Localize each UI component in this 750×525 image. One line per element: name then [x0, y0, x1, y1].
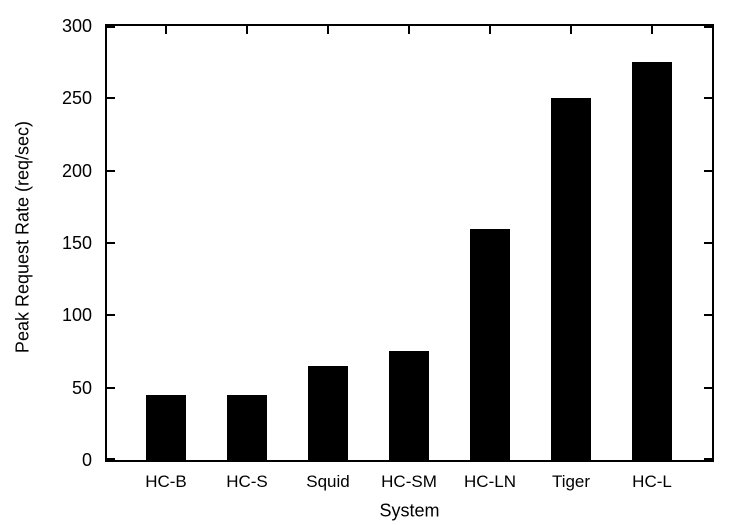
bar-hc-ln [470, 229, 510, 460]
y-axis-tick [704, 242, 712, 244]
x-axis-tick [570, 26, 572, 34]
y-axis-tick [107, 242, 115, 244]
x-axis-tick [651, 26, 653, 34]
x-axis-tick [489, 26, 491, 34]
x-tick-label: HC-LN [464, 472, 516, 491]
bar-hc-s [227, 395, 267, 460]
y-axis-tick [704, 387, 712, 389]
x-axis-tick [246, 26, 248, 34]
x-axis-title: System [379, 500, 440, 521]
y-axis-tick [107, 458, 115, 460]
x-axis-tick [408, 26, 410, 34]
bar-hc-sm [389, 351, 429, 460]
bar-hc-l [632, 62, 672, 460]
x-tick-label: HC-L [632, 472, 672, 491]
x-tick-label: Squid [306, 472, 350, 491]
x-tick-label: HC-B [145, 472, 187, 491]
y-axis-tick [704, 314, 712, 316]
y-axis-tick [107, 314, 115, 316]
y-axis-tick [107, 387, 115, 389]
y-tick-label: 100 [61, 305, 92, 325]
y-tick-label: 250 [61, 88, 92, 108]
plot-area [105, 24, 714, 462]
bar-hc-b [146, 395, 186, 460]
y-axis-tick [107, 97, 115, 99]
y-tick-label: 150 [61, 233, 92, 253]
y-tick-label: 0 [81, 450, 92, 470]
x-tick-label: Tiger [551, 472, 591, 491]
bar-tiger [551, 98, 591, 460]
y-axis-tick [107, 26, 115, 28]
y-tick-label: 50 [71, 378, 92, 398]
x-tick-label: HC-SM [381, 472, 437, 491]
bar-squid [308, 366, 348, 460]
x-axis-tick [165, 26, 167, 34]
y-axis-tick [704, 170, 712, 172]
y-axis-tick [704, 458, 712, 460]
y-axis-tick [107, 170, 115, 172]
y-tick-label: 300 [61, 16, 92, 36]
x-axis-tick [327, 26, 329, 34]
y-tick-label: 200 [61, 161, 92, 181]
y-axis-tick [704, 97, 712, 99]
x-tick-label: HC-S [226, 472, 268, 491]
y-axis-tick [704, 26, 712, 28]
